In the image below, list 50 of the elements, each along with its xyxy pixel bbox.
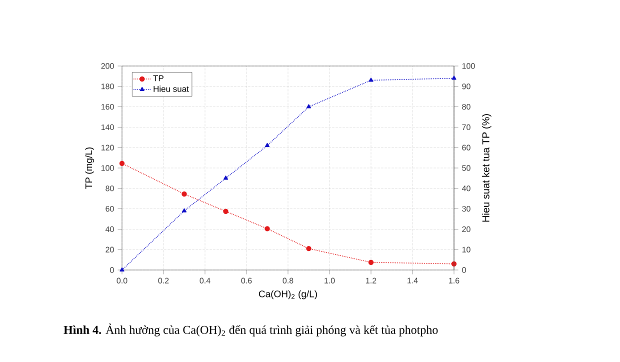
y-tick-label: 20 — [106, 246, 114, 252]
y-tick-label: 120 — [101, 144, 114, 150]
y-tick-label: 180 — [101, 84, 114, 90]
x-tick-label: 1.0 — [324, 278, 335, 284]
point — [223, 208, 228, 214]
point — [119, 160, 125, 166]
point — [223, 176, 228, 180]
x-tick-label: 0.4 — [200, 278, 210, 284]
x-tick-label: 0.6 — [241, 278, 252, 284]
x-axis-title: Ca(OH)$_{2}$ (g/L) — [258, 290, 317, 300]
point — [264, 142, 270, 148]
y2-axis-title: Hieu suat ket tua TP (%) — [482, 114, 492, 222]
y-tick-label: 40 — [105, 226, 114, 232]
point — [306, 246, 312, 252]
point — [306, 104, 312, 108]
y-axis-title: TP (mg/L) — [85, 147, 94, 189]
y2-tick-label: 60 — [462, 144, 470, 150]
x-tick-label: 0.0 — [116, 278, 128, 284]
point — [182, 191, 187, 197]
x-tick-label: 1.4 — [408, 278, 418, 284]
y2-tick-label: 40 — [462, 186, 470, 192]
legend-label: Hieu suat — [154, 86, 189, 92]
x-tick-label: 1.6 — [449, 278, 460, 284]
y-tick-label: 200 — [101, 63, 114, 69]
y2-tick-label: 90 — [462, 84, 470, 90]
y-tick-label: 100 — [101, 165, 114, 171]
y2-tick-label: 80 — [462, 104, 470, 110]
y2-tick-label: 10 — [462, 246, 470, 252]
x-tick-label: 0.8 — [282, 278, 294, 284]
x-tick-label: 0.2 — [158, 278, 169, 284]
y2-tick-label: 0 — [462, 267, 466, 273]
y2-tick-label: 50 — [462, 165, 470, 171]
point — [368, 78, 374, 82]
y-tick-label: 140 — [101, 124, 114, 130]
y-tick-label: 60 — [106, 206, 114, 212]
text: Hình 4. Ảnh hưởng của Ca(OH)$_{2}$ đến quá trình giải phóng và kết tủa photpho — [64, 324, 438, 336]
legend-label: TP — [153, 75, 164, 82]
y2-tick-label: 30 — [462, 206, 470, 212]
y-tick-label: 80 — [106, 186, 114, 192]
point — [368, 260, 374, 265]
y-tick-label: 160 — [101, 104, 114, 110]
y-tick-label: 0 — [110, 267, 114, 273]
x-tick-label: 1.2 — [366, 278, 376, 284]
point — [182, 208, 187, 212]
y2-tick-label: 20 — [462, 226, 470, 232]
point — [452, 76, 456, 80]
y2-tick-label: 100 — [462, 63, 475, 69]
y2-tick-label: 70 — [462, 124, 470, 130]
point — [120, 267, 124, 272]
point — [264, 226, 270, 232]
